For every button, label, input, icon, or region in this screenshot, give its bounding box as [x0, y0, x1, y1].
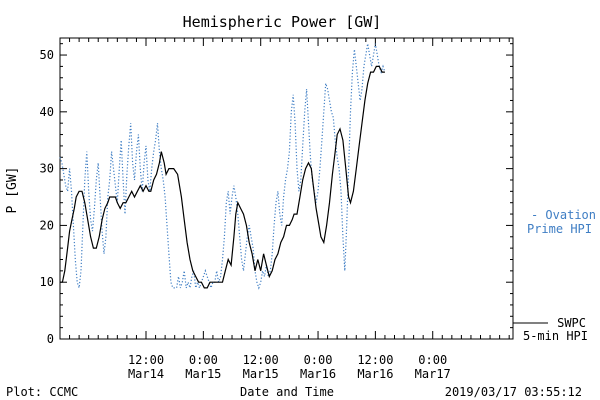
x-tick-date-label: Mar14: [128, 367, 164, 381]
legend: - Ovation Prime HPI SWPC 5-min HPI: [513, 208, 596, 343]
x-tick-time-label: 0:00: [304, 353, 333, 367]
y-tick-label: 10: [40, 275, 54, 289]
x-tick-time-label: 12:00: [357, 353, 393, 367]
series-swpc-line: [60, 65, 385, 289]
y-axis: 0 10 20 30 40 50: [40, 43, 513, 346]
y-tick-label: 30: [40, 162, 54, 176]
x-axis-label: Date and Time: [240, 385, 334, 399]
x-axis: 12:00Mar140:00Mar1512:00Mar150:00Mar1612…: [59, 38, 510, 381]
x-tick-date-label: Mar15: [185, 367, 221, 381]
legend-ovation-line2: Prime HPI: [527, 222, 592, 236]
legend-swpc-line2: 5-min HPI: [523, 329, 588, 343]
y-tick-label: 40: [40, 105, 54, 119]
legend-swpc-line1: SWPC: [557, 316, 586, 330]
series-layer: [59, 43, 386, 290]
x-tick-date-label: Mar16: [357, 367, 393, 381]
x-tick-time-label: 0:00: [189, 353, 218, 367]
footer-timestamp: 2019/03/17 03:55:12: [445, 385, 582, 399]
footer-plot-credit: Plot: CCMC: [6, 385, 78, 399]
chart-title: Hemispheric Power [GW]: [183, 13, 382, 31]
y-tick-label: 20: [40, 218, 54, 232]
series-ovation-prime-line: [59, 43, 386, 290]
x-tick-date-label: Mar17: [415, 367, 451, 381]
x-tick-time-label: 0:00: [418, 353, 447, 367]
legend-ovation-line1: - Ovation: [531, 208, 596, 222]
y-tick-label: 0: [47, 332, 54, 346]
x-tick-date-label: Mar16: [300, 367, 336, 381]
y-axis-label: P [GW]: [5, 167, 20, 214]
plot-frame: [59, 37, 514, 340]
y-tick-label: 50: [40, 48, 54, 62]
x-tick-time-label: 12:00: [243, 353, 279, 367]
x-tick-date-label: Mar15: [243, 367, 279, 381]
x-tick-time-label: 12:00: [128, 353, 164, 367]
